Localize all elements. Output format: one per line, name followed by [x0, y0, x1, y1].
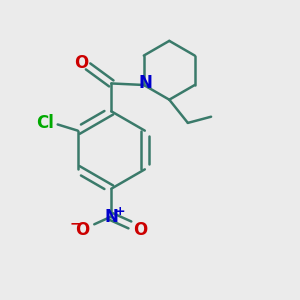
Text: O: O [75, 221, 90, 239]
Text: O: O [74, 54, 88, 72]
Text: Cl: Cl [36, 114, 54, 132]
Text: N: N [138, 74, 152, 92]
Text: O: O [133, 221, 147, 239]
Text: −: − [69, 217, 81, 231]
Text: +: + [115, 206, 125, 218]
Text: N: N [105, 208, 119, 226]
